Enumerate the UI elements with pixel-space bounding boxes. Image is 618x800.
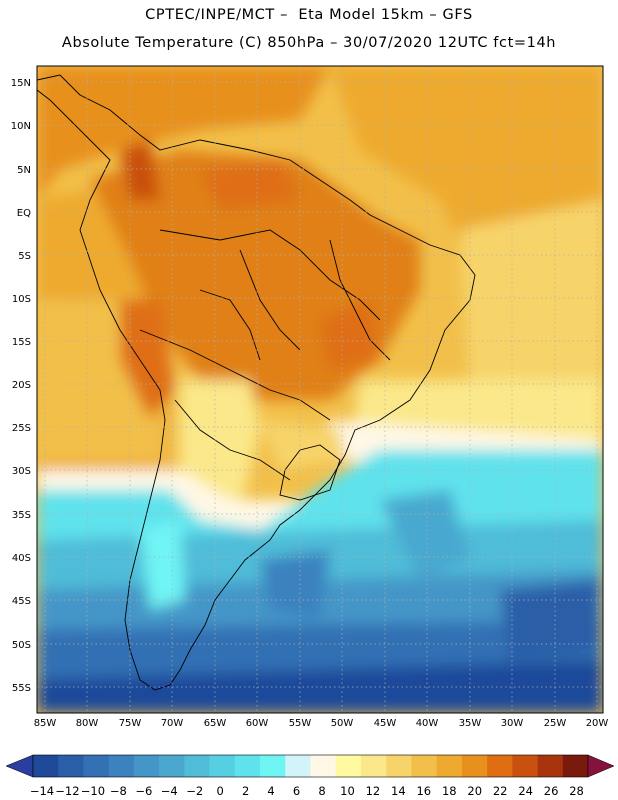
colorbar-swatch: [159, 755, 185, 777]
colorbar-swatch: [285, 755, 311, 777]
lon-label: 55W: [289, 718, 312, 729]
lat-label: 35S: [12, 510, 31, 521]
lon-label: 25W: [544, 718, 567, 729]
lon-label: 65W: [204, 718, 227, 729]
colorbar-tick-label: −12: [55, 784, 79, 798]
colorbar: −14 −12 −10 −8 −6 −4 −2 0 2 4 6 8 10 12 14 16 18 20 22 24 26…: [5, 754, 615, 798]
colorbar-swatch: [537, 755, 564, 777]
lon-label: 75W: [119, 718, 142, 729]
lat-label: 15N: [11, 78, 31, 89]
colorbar-tick-label: −6: [135, 784, 152, 798]
lat-label: 20S: [12, 380, 31, 391]
lon-label: 85W: [34, 718, 57, 729]
colorbar-swatch: [260, 755, 286, 777]
lat-label: 25S: [12, 423, 31, 434]
colorbar-tick-label: 12: [366, 784, 381, 798]
lon-label: 80W: [76, 718, 99, 729]
lat-label: 45S: [12, 596, 31, 607]
colorbar-tick-label: 28: [569, 784, 584, 798]
colorbar-tick-label: 10: [340, 784, 355, 798]
colorbar-tick-label: −4: [161, 784, 178, 798]
colorbar-swatch: [108, 755, 135, 777]
colorbar-tick-label: −14: [30, 784, 54, 798]
colorbar-swatch: [33, 755, 59, 777]
colorbar-tick-label: −2: [186, 784, 203, 798]
map-title-line-1: CPTEC/INPE/MCT – Eta Model 15km – GFS: [145, 7, 473, 23]
colorbar-swatch: [386, 755, 412, 777]
lon-label: 45W: [374, 718, 397, 729]
lat-label: 5S: [18, 251, 31, 262]
lon-label: 40W: [416, 718, 439, 729]
coastlines: [37, 74, 476, 691]
colorbar-swatch: [360, 755, 387, 777]
colorbar-swatch: [83, 755, 109, 777]
lon-label: 60W: [246, 718, 269, 729]
colorbar-swatch: [461, 755, 488, 777]
colorbar-tick-label: 26: [544, 784, 559, 798]
map-frame: [36, 65, 604, 714]
lon-label: 35W: [459, 718, 482, 729]
colorbar-tick-label: −8: [110, 784, 127, 798]
colorbar-tick-label: 2: [242, 784, 249, 798]
lat-label: 30S: [12, 466, 31, 477]
colorbar-tick-label: 24: [518, 784, 533, 798]
colorbar-swatch: [58, 755, 84, 777]
colorbar-swatch: [487, 755, 513, 777]
lat-label: 10N: [11, 121, 31, 132]
colorbar-tick-label: 6: [293, 784, 300, 798]
temperature-field: [37, 66, 603, 713]
lat-label: 10S: [12, 294, 31, 305]
lat-label: 40S: [12, 553, 31, 564]
lon-label: 30W: [501, 718, 524, 729]
lat-label: 5N: [17, 165, 31, 176]
colorbar-tick-label: 8: [318, 784, 325, 798]
lat-axis: 15N 10N 5N EQ 5S 10S 15S 20S 25S 30S 35S…: [11, 78, 31, 694]
colorbar-over-arrow: [587, 754, 615, 778]
colorbar-tick-label: 22: [493, 784, 508, 798]
colorbar-swatch: [184, 755, 210, 777]
colorbar-tick-label: −10: [81, 784, 105, 798]
lon-axis: 85W 80W 75W 70W 65W 60W 55W 50W 45W 40W …: [34, 718, 609, 729]
colorbar-swatch: [562, 755, 589, 777]
colorbar-swatch: [335, 755, 362, 777]
map-title-line-2: Absolute Temperature (C) 850hPa – 30/07/…: [61, 35, 557, 51]
colorbar-swatch: [411, 755, 437, 777]
lat-label: 55S: [12, 683, 31, 694]
colorbar-swatch: [436, 755, 463, 777]
colorbar-tick-label: 0: [217, 784, 224, 798]
colorbar-swatch: [310, 755, 337, 777]
colorbar-tick-label: 20: [467, 784, 482, 798]
colorbar-swatch: [209, 755, 236, 777]
lon-label: 70W: [161, 718, 184, 729]
colorbar-under-arrow: [5, 754, 34, 778]
colorbar-tick-label: 14: [391, 784, 406, 798]
lat-label: 15S: [12, 337, 31, 348]
colorbar-swatch: [133, 755, 160, 777]
lon-label: 50W: [331, 718, 354, 729]
lon-label: 20W: [586, 718, 609, 729]
colorbar-swatch: [512, 755, 538, 777]
colorbar-swatch: [234, 755, 261, 777]
lat-label: 50S: [12, 640, 31, 651]
colorbar-tick-label: 18: [442, 784, 457, 798]
colorbar-tick-label: 4: [267, 784, 274, 798]
colorbar-tick-label: 16: [416, 784, 431, 798]
lat-label: EQ: [17, 208, 31, 219]
